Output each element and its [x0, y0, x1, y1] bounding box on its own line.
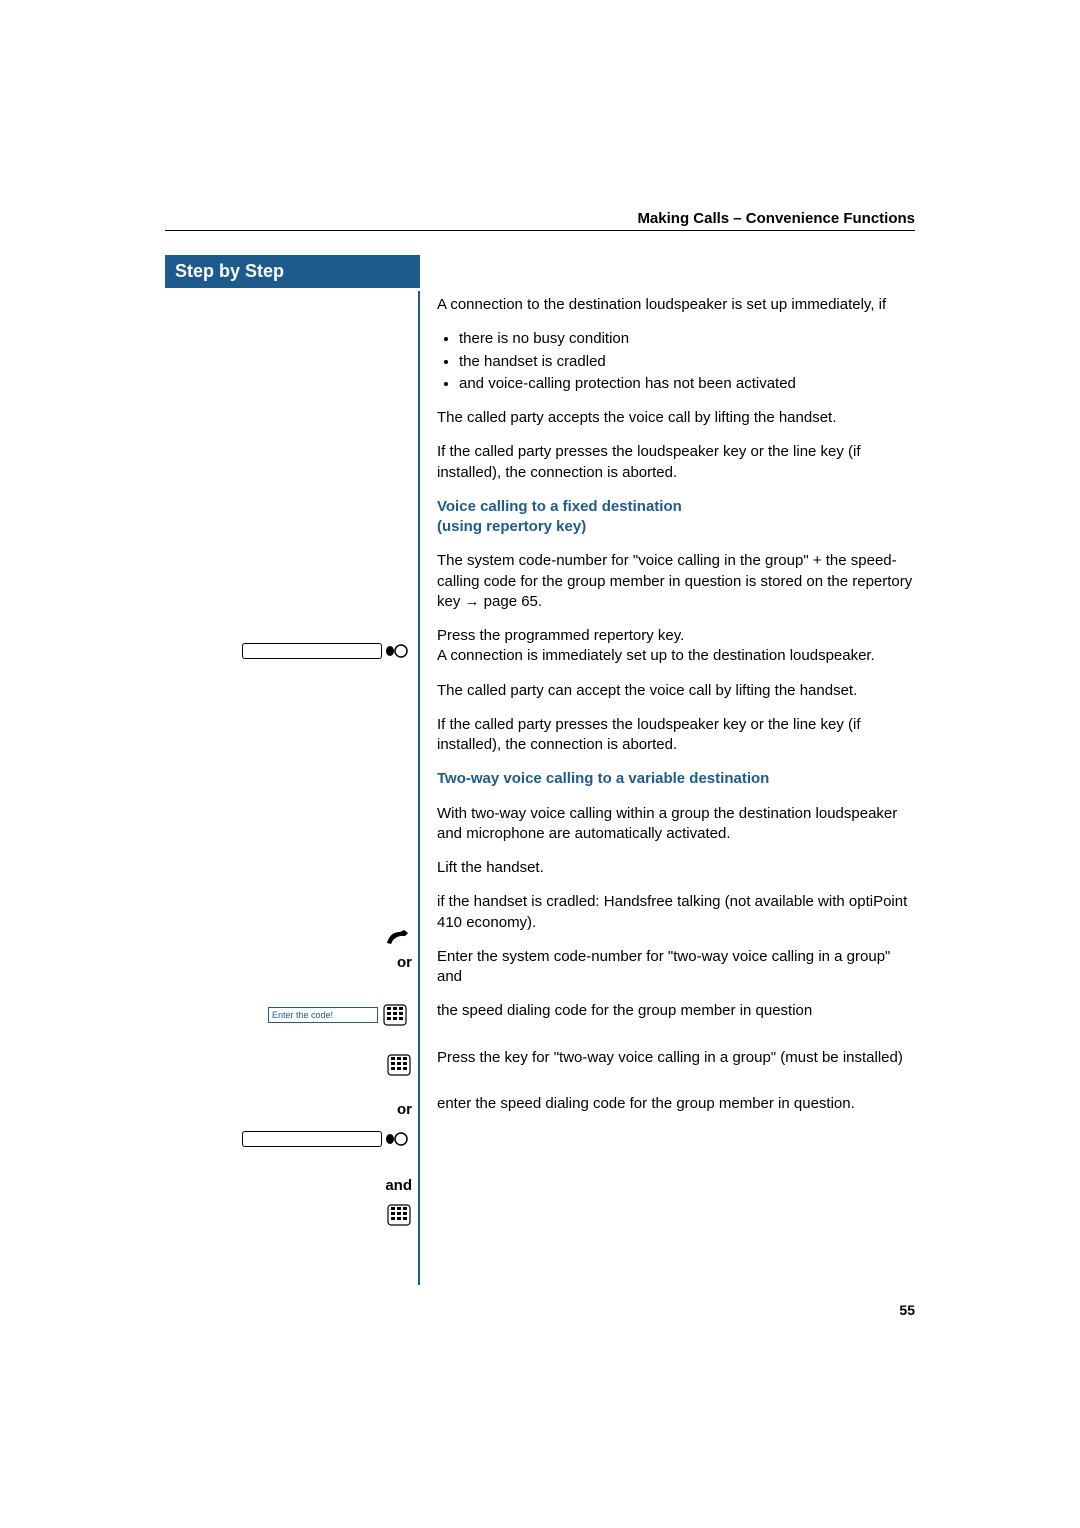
keypad-icon	[382, 1003, 408, 1027]
led-icon	[386, 643, 408, 659]
subhead-fixed-dest: Voice calling to a fixed destination (us…	[437, 497, 917, 538]
lift-handset-icon	[384, 928, 412, 946]
para: The called party can accept the voice ca…	[437, 681, 917, 701]
code-entry-box: Enter the code!	[268, 1007, 378, 1023]
or-label-2: or	[397, 1101, 412, 1118]
repertory-key-icon	[242, 643, 382, 659]
intro-bullets: there is no busy condition the handset i…	[459, 329, 917, 394]
para: Enter the system code-number for "two-wa…	[437, 947, 917, 988]
header-rule	[165, 230, 915, 231]
para: enter the speed dialing code for the gro…	[437, 1094, 917, 1114]
text: page 65.	[480, 593, 543, 610]
arrow-icon: →	[465, 593, 480, 610]
para: if the handset is cradled: Handsfree tal…	[437, 892, 917, 933]
keypad-icon-3	[386, 1203, 412, 1227]
subhead-line: Voice calling to a fixed destination	[437, 498, 682, 515]
repertory-key-row-2	[169, 1129, 414, 1151]
keypad-icon-2	[386, 1053, 412, 1077]
list-item: and voice-calling protection has not bee…	[459, 374, 917, 394]
intro-para: A connection to the destination loudspea…	[437, 295, 917, 315]
led-icon-2	[386, 1131, 408, 1147]
body-content: A connection to the destination loudspea…	[437, 295, 917, 1128]
repertory-key-icon-2	[242, 1131, 382, 1147]
and-label: and	[385, 1177, 412, 1194]
repertory-key-row	[169, 641, 414, 663]
subhead-two-way: Two-way voice calling to a variable dest…	[437, 769, 917, 789]
list-item: the handset is cradled	[459, 352, 917, 372]
page: Making Calls – Convenience Functions Ste…	[0, 0, 1080, 1528]
para: Press the programmed repertory key. A co…	[437, 626, 917, 667]
para: If the called party presses the loudspea…	[437, 715, 917, 756]
step-by-step-body: or Enter the code!	[165, 291, 420, 1285]
para: If the called party presses the loudspea…	[437, 442, 917, 483]
running-header: Making Calls – Convenience Functions	[637, 210, 915, 227]
para: Lift the handset.	[437, 858, 917, 878]
or-label-1: or	[397, 954, 412, 971]
para: The called party accepts the voice call …	[437, 408, 917, 428]
step-by-step-title: Step by Step	[165, 255, 420, 291]
step-by-step-sidebar: Step by Step or Enter the code!	[165, 255, 420, 1285]
page-number: 55	[899, 1302, 915, 1318]
para: the speed dialing code for the group mem…	[437, 1001, 917, 1021]
para: Press the key for "two-way voice calling…	[437, 1048, 917, 1068]
para: With two-way voice calling within a grou…	[437, 804, 917, 845]
list-item: there is no busy condition	[459, 329, 917, 349]
para: The system code-number for "voice callin…	[437, 551, 917, 612]
subhead-line: (using repertory key)	[437, 518, 586, 535]
